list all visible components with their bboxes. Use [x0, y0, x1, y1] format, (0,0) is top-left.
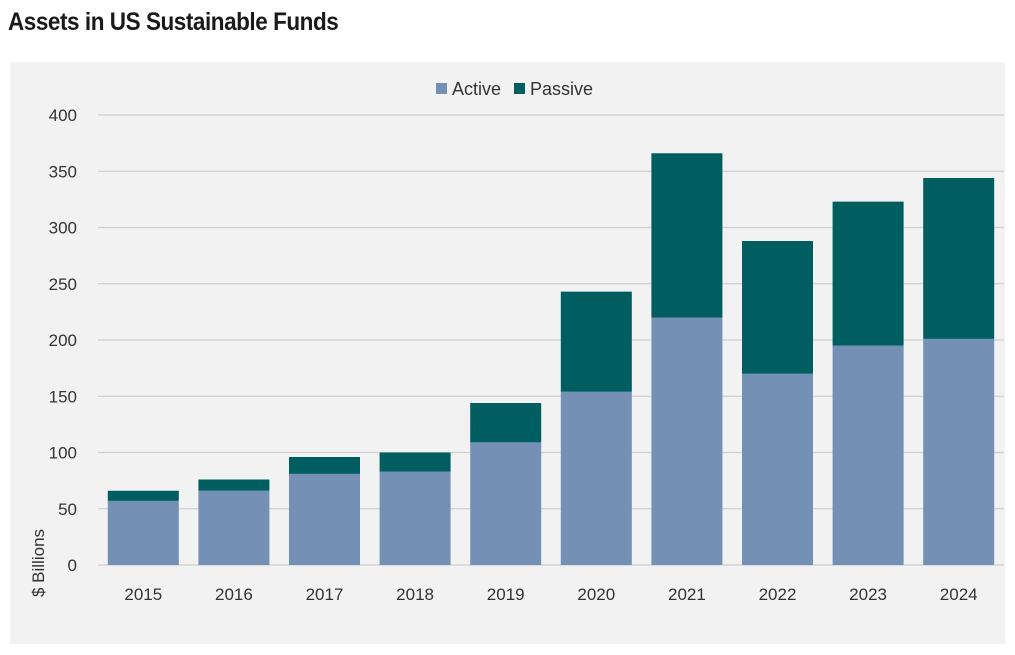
bar-active-2017: [289, 473, 360, 565]
x-tick-label: 2022: [759, 585, 797, 604]
legend-label-active: Active: [452, 79, 501, 99]
y-tick-labels: 0 50 100 150 200 250 300 350 400: [49, 106, 77, 575]
x-tick-label: 2024: [940, 585, 978, 604]
x-tick-label: 2016: [215, 585, 253, 604]
y-tick-label: 250: [49, 275, 77, 294]
y-tick-label: 400: [49, 106, 77, 125]
bar-passive-2024: [923, 178, 995, 339]
legend: Active Passive: [436, 79, 593, 99]
bar-active-2021: [651, 317, 723, 565]
bar-active-2020: [560, 391, 632, 565]
bar-active-2016: [198, 490, 270, 565]
bar-passive-2023: [832, 201, 904, 346]
x-tick-label: 2020: [577, 585, 615, 604]
y-tick-label: 0: [68, 556, 77, 575]
bar-passive-2017: [289, 457, 360, 474]
bar-active-2023: [832, 345, 904, 565]
bar-passive-2021: [651, 153, 723, 318]
bar-passive-2016: [198, 479, 270, 491]
y-tick-label: 300: [49, 219, 77, 238]
legend-label-passive: Passive: [530, 79, 593, 99]
bars: [107, 153, 995, 565]
bar-active-2022: [742, 373, 813, 565]
x-tick-label: 2017: [306, 585, 344, 604]
y-tick-label: 50: [58, 500, 77, 519]
bar-active-2024: [923, 338, 995, 565]
legend-swatch-active: [436, 83, 447, 94]
chart-title: Assets in US Sustainable Funds: [8, 8, 339, 36]
x-tick-label: 2018: [396, 585, 434, 604]
bar-passive-2022: [742, 241, 813, 374]
bar-passive-2020: [560, 291, 632, 392]
y-tick-label: 350: [49, 162, 77, 181]
bar-active-2019: [470, 442, 542, 565]
x-tick-label: 2019: [487, 585, 525, 604]
y-tick-label: 100: [49, 444, 77, 463]
x-tick-label: 2015: [124, 585, 162, 604]
legend-swatch-passive: [514, 83, 525, 94]
bar-passive-2019: [470, 403, 542, 443]
x-tick-labels: 2015 2016 2017 2018 2019 2020 2021 2022 2023 2024: [124, 585, 977, 604]
bar-active-2015: [107, 500, 179, 565]
x-tick-label: 2021: [668, 585, 706, 604]
bar-passive-2018: [379, 452, 451, 472]
y-tick-label: 200: [49, 331, 77, 350]
x-tick-label: 2023: [849, 585, 887, 604]
bar-active-2018: [379, 471, 451, 565]
y-axis-label: $ Billions: [29, 529, 48, 597]
bar-passive-2015: [107, 490, 179, 501]
y-tick-label: 150: [49, 387, 77, 406]
